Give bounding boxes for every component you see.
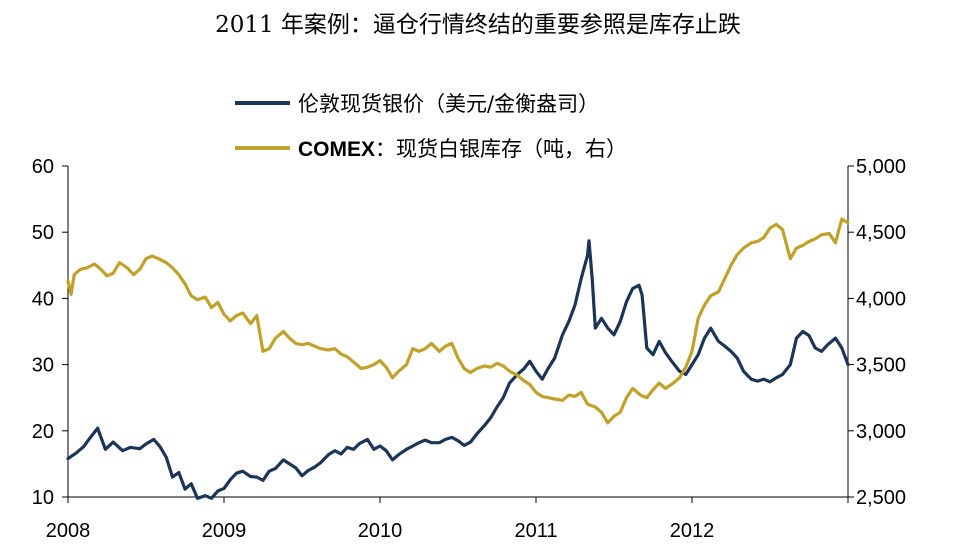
left-tick-label: 50 bbox=[32, 222, 54, 244]
left-tick-label: 20 bbox=[32, 421, 54, 443]
left-tick-label: 40 bbox=[32, 288, 54, 310]
legend-label-comex-rest: ：现货白银库存（吨，右） bbox=[375, 137, 627, 161]
series-line-comex-inventory bbox=[66, 217, 850, 425]
right-tick-label: 3,000 bbox=[856, 421, 906, 443]
x-tick-label: 2010 bbox=[358, 520, 403, 542]
legend: 伦敦现货银价（美元/金衡盎司） COMEX：现货白银库存（吨，右） bbox=[235, 92, 627, 161]
chart-title: 2011 年案例：逼仓行情终结的重要参照是库存止跌 bbox=[215, 12, 741, 38]
x-tick-label: 2012 bbox=[670, 520, 715, 542]
left-tick-label: 60 bbox=[32, 156, 54, 178]
left-tick-label: 30 bbox=[32, 355, 54, 377]
axes: 10 20 30 40 50 60 2,500 3,000 3,500 4,000 4,500 5,0… bbox=[32, 156, 906, 542]
plot-area bbox=[66, 217, 850, 500]
legend-label-silver-price: 伦敦现货银价（美元/金衡盎司） bbox=[298, 92, 599, 116]
legend-label-comex-inventory: COMEX：现货白银库存（吨，右） bbox=[298, 137, 627, 161]
x-tick-label: 2008 bbox=[46, 520, 91, 542]
right-tick-label: 5,000 bbox=[856, 156, 906, 178]
right-tick-label: 2,500 bbox=[856, 487, 906, 509]
series-line-silver-price bbox=[66, 239, 850, 500]
legend-label-comex-prefix: COMEX bbox=[298, 138, 375, 161]
x-tick-label: 2009 bbox=[202, 520, 247, 542]
left-tick-label: 10 bbox=[32, 487, 54, 509]
x-tick-label: 2011 bbox=[514, 520, 557, 542]
right-tick-label: 3,500 bbox=[856, 355, 906, 377]
right-tick-label: 4,000 bbox=[856, 288, 906, 310]
right-tick-label: 4,500 bbox=[856, 222, 906, 244]
